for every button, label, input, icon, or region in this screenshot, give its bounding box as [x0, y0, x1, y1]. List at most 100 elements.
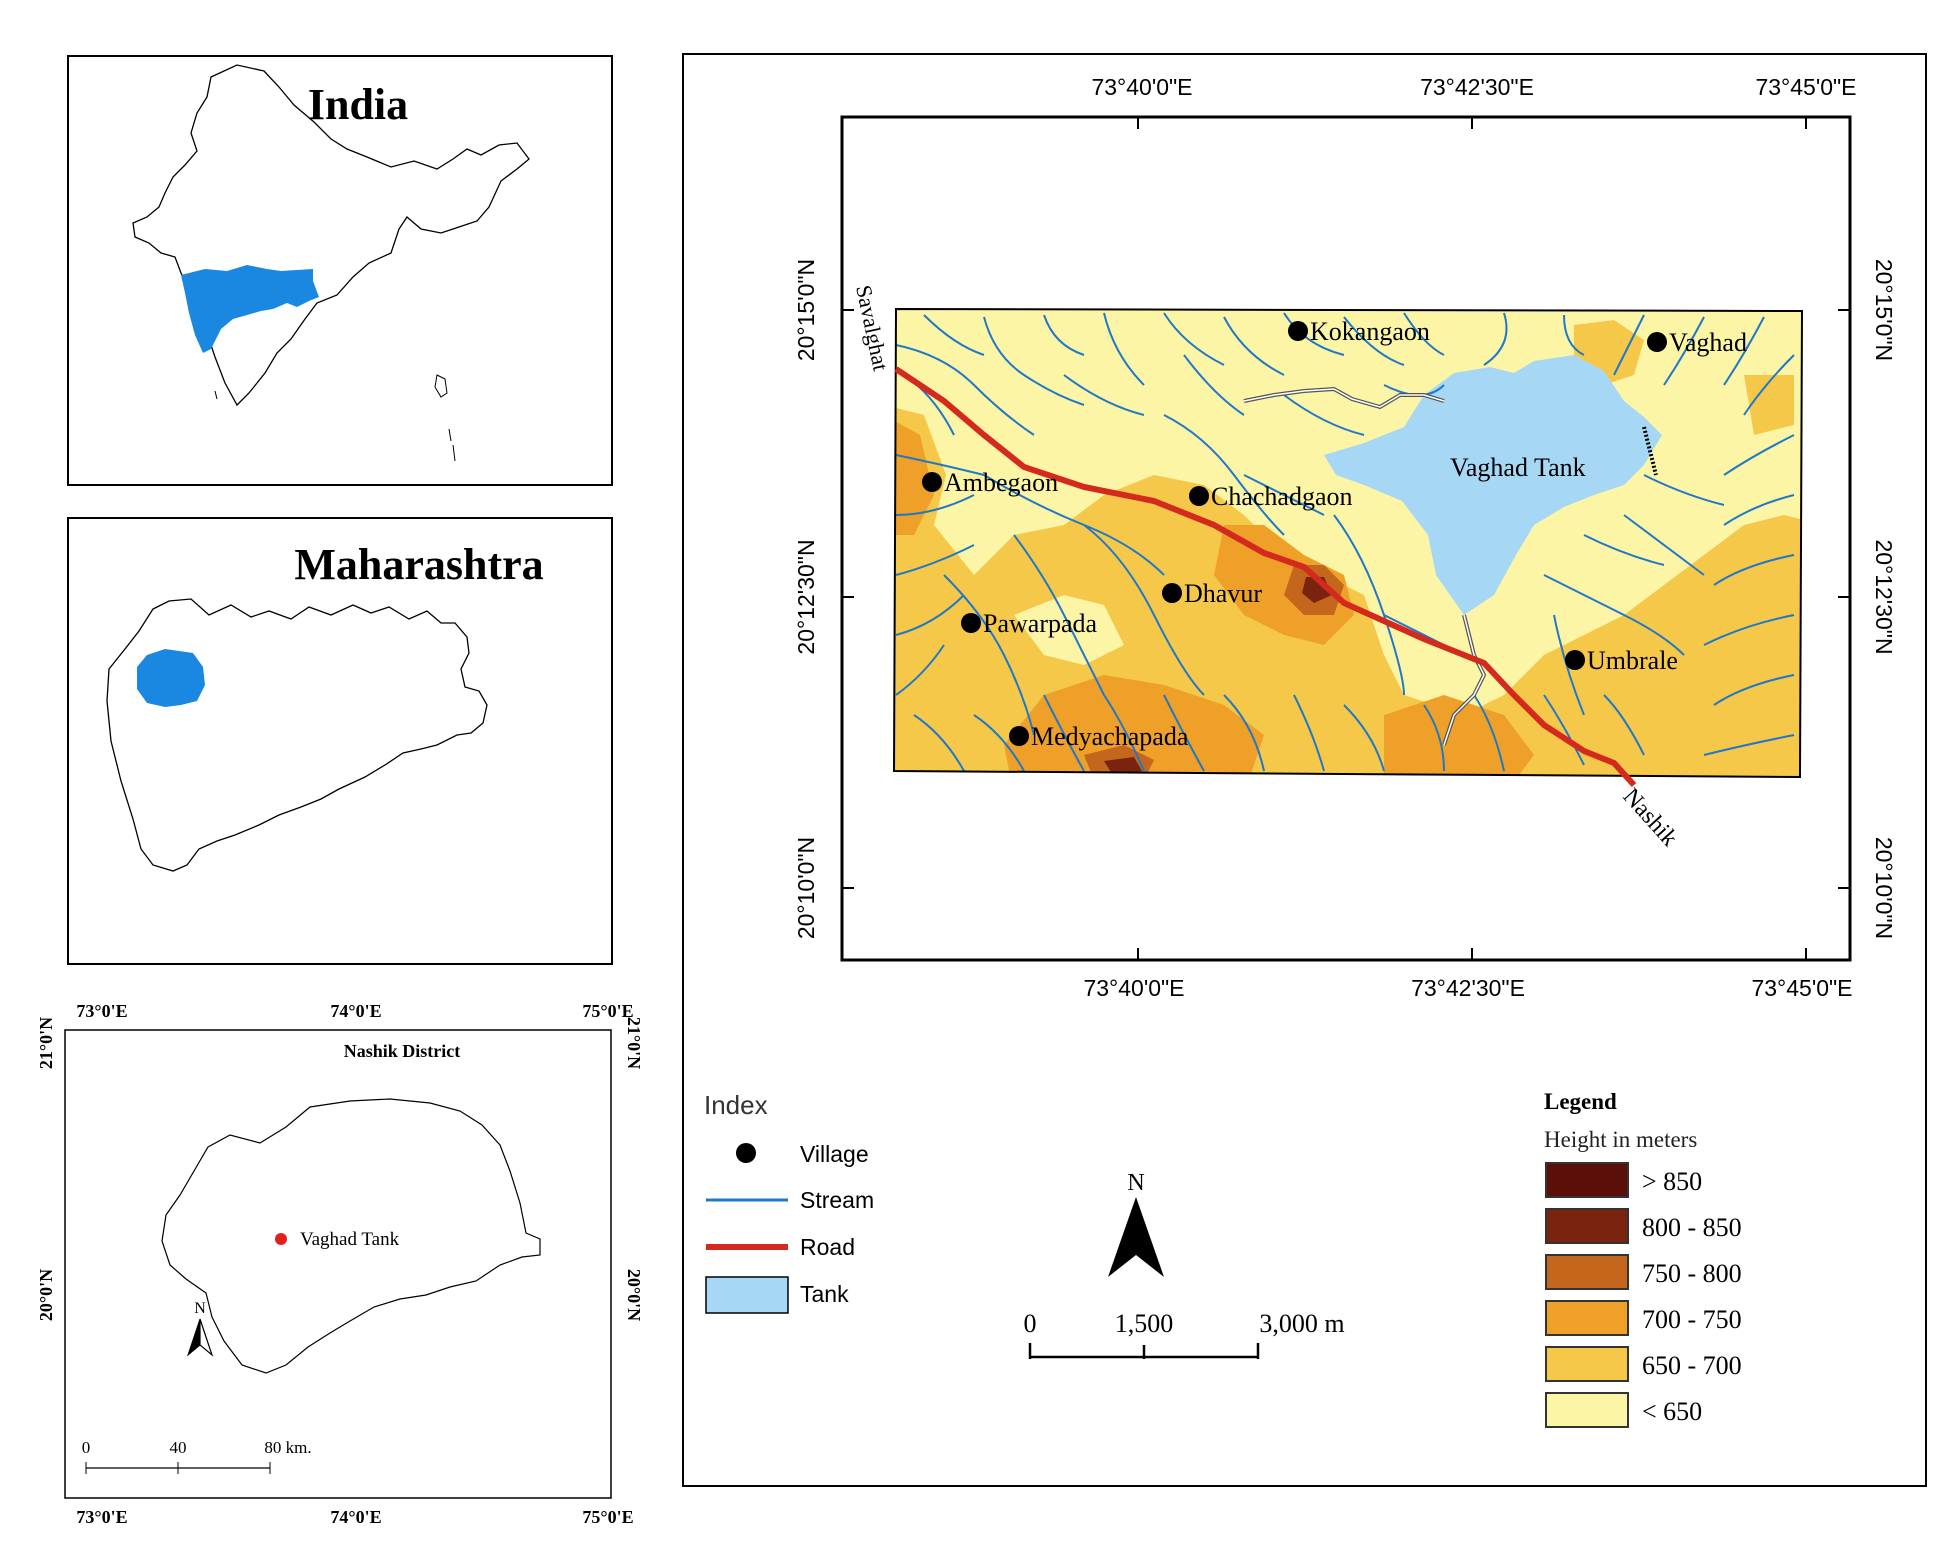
nashik-bottom-lon-3: 75°0'E [582, 1507, 633, 1527]
nashik-highlight [137, 649, 205, 707]
legend-label-6: < 650 [1642, 1397, 1702, 1426]
index-title: Index [704, 1090, 768, 1120]
nashik-right-lat-1: 21°0'N [624, 1017, 644, 1069]
road [894, 366, 1637, 788]
left-lat-2: 20°12'30"N [793, 539, 819, 654]
village-dot-vaghad [1647, 332, 1667, 352]
india-inset-map: India [132, 64, 530, 462]
nashik-title: Nashik District [344, 1041, 461, 1061]
nashik-bottom-lon-1: 73°0'E [76, 1507, 127, 1527]
nashik-left-lat-2: 20°0'N [36, 1269, 56, 1321]
legend-swatch-4 [1545, 1300, 1629, 1336]
legend-title: Legend [1544, 1089, 1617, 1114]
village-dot-umbrale [1565, 650, 1585, 670]
vaghad-tank-label: Vaghad Tank [1450, 453, 1586, 482]
index-village-label: Village [800, 1141, 869, 1167]
village-vaghad: Vaghad [1669, 328, 1747, 357]
maharashtra-inset-panel: Maharashtra [67, 517, 613, 965]
legend-swatch-6 [1545, 1392, 1629, 1428]
outlet-river-inner [1443, 614, 1485, 746]
village-pawarpada: Pawarpada [983, 609, 1098, 638]
index-village-symbol [736, 1143, 756, 1163]
scalebar-label-2: 3,000 m [1259, 1309, 1344, 1338]
top-lon-3: 73°45'0"E [1755, 74, 1856, 100]
index-tank-label: Tank [800, 1281, 849, 1307]
sri-lanka [434, 374, 448, 398]
top-lon-2: 73°42'30"E [1420, 74, 1534, 100]
village-dot-kokangaon [1288, 321, 1308, 341]
legend-swatch-3 [1545, 1254, 1629, 1290]
legend-swatch-5 [1545, 1346, 1629, 1382]
index-road-label: Road [800, 1234, 855, 1260]
left-lat-1: 20°15'0"N [793, 259, 819, 361]
nashik-north-label: N [194, 1300, 206, 1317]
village-dot-pawarpada [961, 613, 981, 633]
nashik-left-lat-1: 21°0'N [36, 1017, 56, 1069]
village-markers: Kokangaon Vaghad Ambegaon Chachadgaon Dh… [922, 317, 1747, 751]
village-chachadgaon: Chachadgaon [1211, 482, 1353, 511]
nashik-district-outline [161, 1098, 541, 1374]
village-dot-ambegaon [922, 472, 942, 492]
legend-label-5: 650 - 700 [1642, 1351, 1742, 1380]
maharashtra-outline [106, 598, 488, 872]
legend-label-2: 800 - 850 [1642, 1213, 1742, 1242]
north-arrow-icon [1108, 1197, 1164, 1277]
main-river-inner [1243, 388, 1445, 408]
nashik-inset-map: 73°0'E 74°0'E 75°0'E 73°0'E 74°0'E 75°0'… [36, 1001, 644, 1527]
left-lat-3: 20°10'0"N [793, 837, 819, 939]
main-map-svg: 73°40'0"E 73°42'30"E 73°45'0"E 73°40'0"E… [704, 74, 1897, 1428]
graticule-ticks [842, 117, 1850, 960]
vaghad-tank-area [1324, 355, 1662, 615]
legend-label-3: 750 - 800 [1642, 1259, 1742, 1288]
scalebar: 0 1,500 3,000 m [1024, 1309, 1345, 1359]
legend-swatch-2 [1545, 1208, 1629, 1244]
index-items: Village Stream Road Tank [705, 1141, 874, 1314]
nashik-inset: 73°0'E 74°0'E 75°0'E 73°0'E 74°0'E 75°0'… [30, 995, 650, 1535]
main-map-panel: 73°40'0"E 73°42'30"E 73°45'0"E 73°40'0"E… [682, 53, 1927, 1487]
nashik-scale-label-1: 40 [170, 1438, 187, 1457]
village-dot-medyachapada [1009, 726, 1029, 746]
village-medyachapada: Medyachapada [1031, 722, 1189, 751]
streams [895, 312, 1795, 772]
dam-wall [1642, 426, 1658, 476]
north-label: N [1127, 1170, 1144, 1196]
nashik-scale-label-2: 80 km. [264, 1438, 311, 1457]
legend-label-1: > 850 [1642, 1167, 1702, 1196]
index-tank-symbol [705, 1276, 789, 1314]
legend-label-4: 700 - 750 [1642, 1305, 1742, 1334]
india-outline [132, 64, 530, 407]
village-ambegaon: Ambegaon [944, 468, 1058, 497]
bottom-lon-2: 73°42'30"E [1411, 975, 1525, 1001]
nashik-north-arrow-fill [186, 1318, 201, 1357]
bottom-lon-1: 73°40'0"E [1083, 975, 1184, 1001]
vaghad-tank-point [275, 1233, 287, 1245]
islands [214, 390, 456, 462]
bottom-lon-3: 73°45'0"E [1751, 975, 1852, 1001]
right-lat-2: 20°12'30"N [1871, 539, 1897, 654]
maharashtra-inset-map: Maharashtra [106, 540, 544, 872]
village-dhavur: Dhavur [1184, 579, 1262, 608]
village-umbrale: Umbrale [1587, 646, 1678, 675]
vaghad-tank-point-label: Vaghad Tank [300, 1229, 400, 1250]
nashik-top-lon-1: 73°0'E [76, 1001, 127, 1021]
legend-classes: > 850 800 - 850 750 - 800 700 - 750 650 … [1545, 1162, 1742, 1428]
village-dot-dhavur [1162, 583, 1182, 603]
india-inset-panel: India [67, 55, 613, 486]
scalebar-label-1: 1,500 [1115, 1309, 1174, 1338]
right-lat-1: 20°15'0"N [1871, 259, 1897, 361]
india-title: India [308, 80, 408, 129]
legend-swatch-1 [1545, 1162, 1629, 1198]
nashik-bottom-lon-2: 74°0'E [330, 1507, 381, 1527]
study-area-border [892, 307, 1804, 779]
nashik-right-lat-2: 20°0'N [624, 1269, 644, 1321]
index-stream-label: Stream [800, 1187, 874, 1213]
legend-subtitle: Height in meters [1544, 1127, 1697, 1152]
nashik-top-lon-2: 74°0'E [330, 1001, 381, 1021]
right-lat-3: 20°10'0"N [1871, 837, 1897, 939]
village-dot-chachadgaon [1189, 486, 1209, 506]
maharashtra-title: Maharashtra [294, 540, 543, 589]
nashik-scale-label-0: 0 [82, 1438, 91, 1457]
maharashtra-highlight [181, 265, 319, 353]
top-lon-1: 73°40'0"E [1091, 74, 1192, 100]
village-kokangaon: Kokangaon [1310, 317, 1430, 346]
